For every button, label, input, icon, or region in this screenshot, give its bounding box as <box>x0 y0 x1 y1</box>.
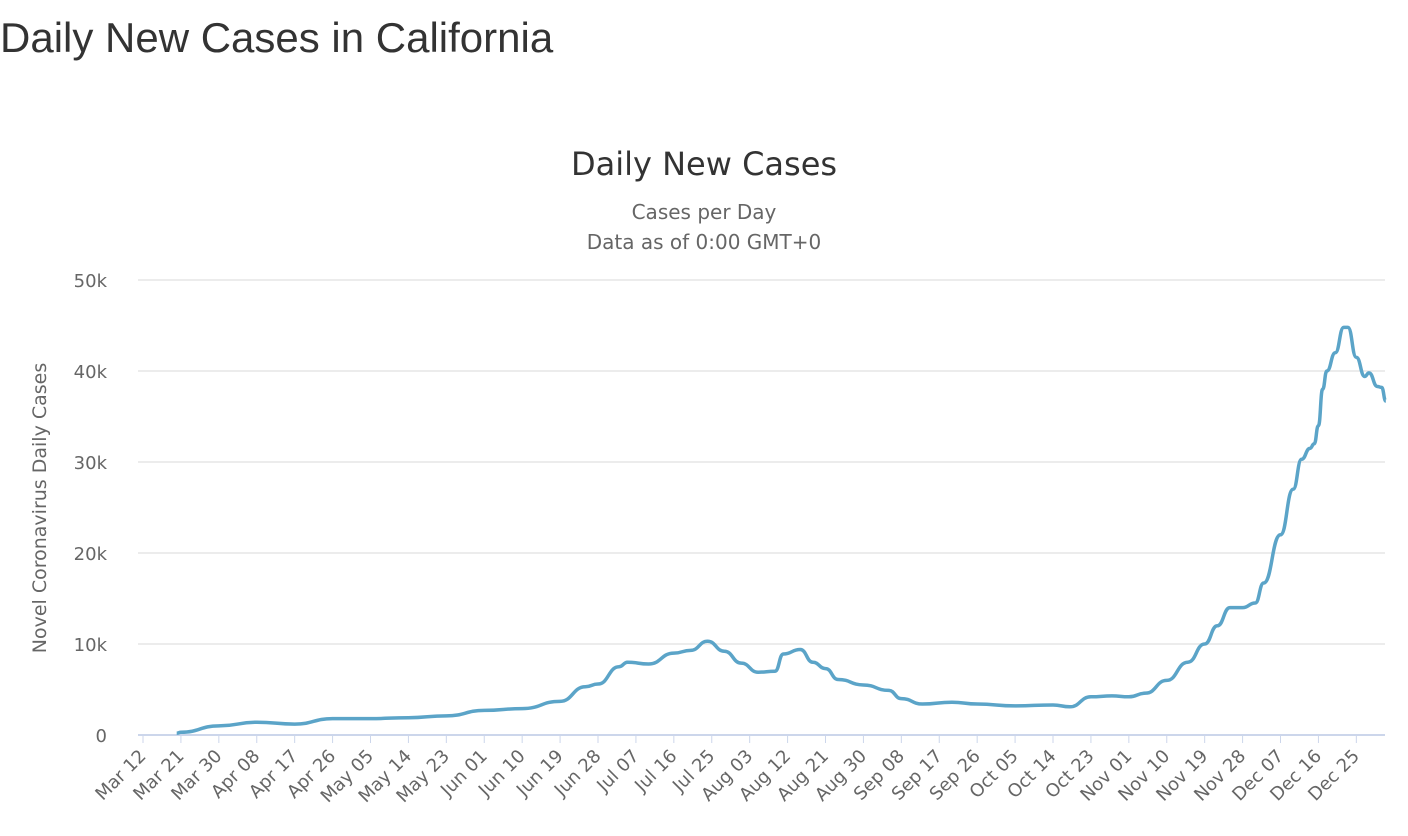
chart-subtitle: Cases per Day <box>632 200 777 224</box>
chart-subtitle-2: Data as of 0:00 GMT+0 <box>587 230 822 254</box>
y-tick-label: 40k <box>74 362 108 383</box>
chart-title: Daily New Cases <box>571 145 837 183</box>
y-tick-label: 20k <box>74 544 108 565</box>
x-tick-label: Jul 07 <box>592 746 643 797</box>
y-tick-label: 10k <box>74 635 108 656</box>
y-tick-label: 30k <box>74 453 108 474</box>
y-tick-label: 0 <box>96 726 107 747</box>
series-line <box>176 325 1388 735</box>
x-tick-label: Jul 16 <box>630 746 681 797</box>
y-axis-label: Novel Coronavirus Daily Cases <box>29 363 51 654</box>
page-title: Daily New Cases in California <box>0 14 554 61</box>
y-tick-label: 50k <box>74 271 108 292</box>
